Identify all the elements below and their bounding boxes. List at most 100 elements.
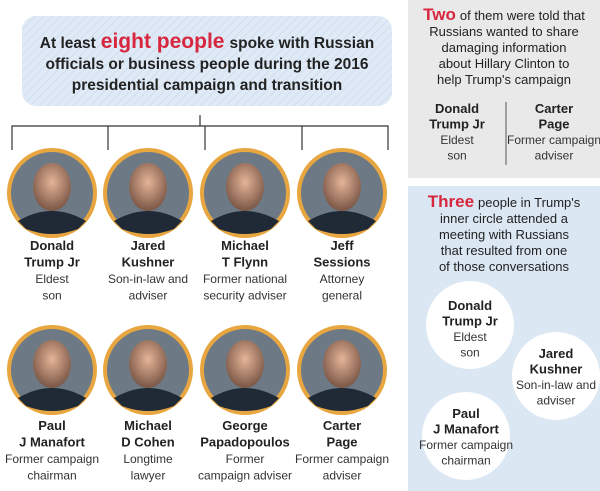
person-name: J Manafort — [433, 422, 499, 437]
person-name: Trump Jr — [442, 314, 498, 329]
box-highlight: Two — [423, 5, 456, 24]
box-line: meeting with Russians — [439, 227, 570, 242]
circle — [426, 281, 514, 369]
person-name: Donald — [435, 101, 479, 116]
photo-face — [33, 340, 71, 388]
person-role: general — [322, 289, 362, 303]
photo-suit — [18, 388, 86, 411]
person-role: Son-in-law and — [516, 378, 596, 392]
person-role: Former — [226, 452, 265, 466]
photo — [200, 148, 290, 238]
person-name: Michael — [124, 418, 172, 433]
photo-suit — [18, 211, 86, 234]
person-name: Donald — [448, 298, 492, 313]
person-role: campaign adviser — [198, 469, 292, 483]
person-name: Jared — [539, 346, 574, 361]
person-role: Son-in-law and — [108, 272, 188, 286]
two-box — [408, 0, 600, 178]
person-role: chairman — [441, 454, 490, 468]
person-role: son — [460, 346, 479, 360]
box-line: about Hillary Clinton to — [439, 56, 570, 71]
person-name: Page — [538, 117, 569, 132]
person-name: Donald — [30, 238, 74, 253]
person-name: T Flynn — [222, 255, 268, 270]
person-role: Former campaign — [295, 452, 389, 466]
person-name: Carter — [535, 101, 573, 116]
person-role: security adviser — [203, 289, 286, 303]
person-role: Former campaign — [5, 452, 99, 466]
content: At least eight people spoke with Russian of… — [5, 5, 600, 483]
person-name: Jared — [131, 238, 166, 253]
photo — [7, 325, 97, 415]
person-role: Longtime — [123, 452, 173, 466]
person-name: J Manafort — [19, 435, 85, 450]
circle — [512, 332, 600, 420]
person-role: chairman — [27, 469, 76, 483]
photo — [297, 148, 387, 238]
photo — [103, 325, 193, 415]
person-role: Eldest — [453, 330, 487, 344]
person-role: adviser — [535, 149, 574, 163]
photo-face — [226, 340, 264, 388]
photo — [297, 325, 387, 415]
person-name: Sessions — [313, 255, 370, 270]
person-name: D Cohen — [121, 435, 175, 450]
photo-face — [226, 163, 264, 211]
person-name: Papadopoulos — [200, 435, 290, 450]
box-line: help Trump's campaign — [437, 72, 571, 87]
box-highlight: Three — [428, 192, 474, 211]
person-role: Eldest — [440, 133, 474, 147]
title-line: presidential campaign and transition — [72, 77, 342, 94]
person-name: Kushner — [122, 255, 175, 270]
person-role: adviser — [129, 289, 168, 303]
photo-suit — [308, 388, 376, 411]
person-role: son — [447, 149, 466, 163]
person-name: Paul — [452, 406, 479, 421]
title-text: spoke with Russian — [229, 35, 374, 52]
title-lead: At least — [40, 35, 96, 52]
photo-face — [33, 163, 71, 211]
box-text: people in Trump's — [478, 195, 581, 210]
person-role: Eldest — [35, 272, 69, 286]
person-role: Former campaign — [507, 133, 600, 147]
photo — [103, 148, 193, 238]
title-box — [22, 16, 392, 106]
photo-face — [129, 163, 167, 211]
photo-suit — [211, 388, 279, 411]
box-text: of them were told that — [460, 8, 585, 23]
box-line: that resulted from one — [441, 243, 567, 258]
person-name: Trump Jr — [24, 255, 80, 270]
photo-suit — [308, 211, 376, 234]
photo-suit — [114, 388, 182, 411]
circle — [422, 392, 510, 480]
person-name: Carter — [323, 418, 361, 433]
person-name: Trump Jr — [429, 117, 485, 132]
person-name: Paul — [38, 418, 65, 433]
title-line: At least eight people spoke with Russian — [40, 30, 374, 53]
box-line: Russians wanted to share — [429, 24, 579, 39]
person-role: adviser — [537, 394, 576, 408]
person-role: Attorney — [320, 272, 365, 286]
person-name: Page — [326, 435, 357, 450]
box-line: inner circle attended a — [440, 211, 569, 226]
box-line: of those conversations — [439, 259, 570, 274]
box-line: damaging information — [441, 40, 566, 55]
photo-face — [323, 340, 361, 388]
photo-suit — [211, 211, 279, 234]
person-name: Jeff — [330, 238, 354, 253]
title-line: officials or business people during the … — [46, 56, 369, 73]
bracket — [11, 115, 389, 150]
person-role: lawyer — [131, 469, 166, 483]
photo — [7, 148, 97, 238]
person-role: Former national — [203, 272, 287, 286]
person-role: Former campaign — [419, 438, 513, 452]
photo-face — [129, 340, 167, 388]
box-line: Three people in Trump's — [428, 192, 581, 211]
title-highlight: eight people — [101, 30, 225, 53]
photo-suit — [114, 211, 182, 234]
person-name: Michael — [221, 238, 269, 253]
person-name: George — [222, 418, 268, 433]
person-name: Kushner — [530, 362, 583, 377]
person-role: adviser — [323, 469, 362, 483]
